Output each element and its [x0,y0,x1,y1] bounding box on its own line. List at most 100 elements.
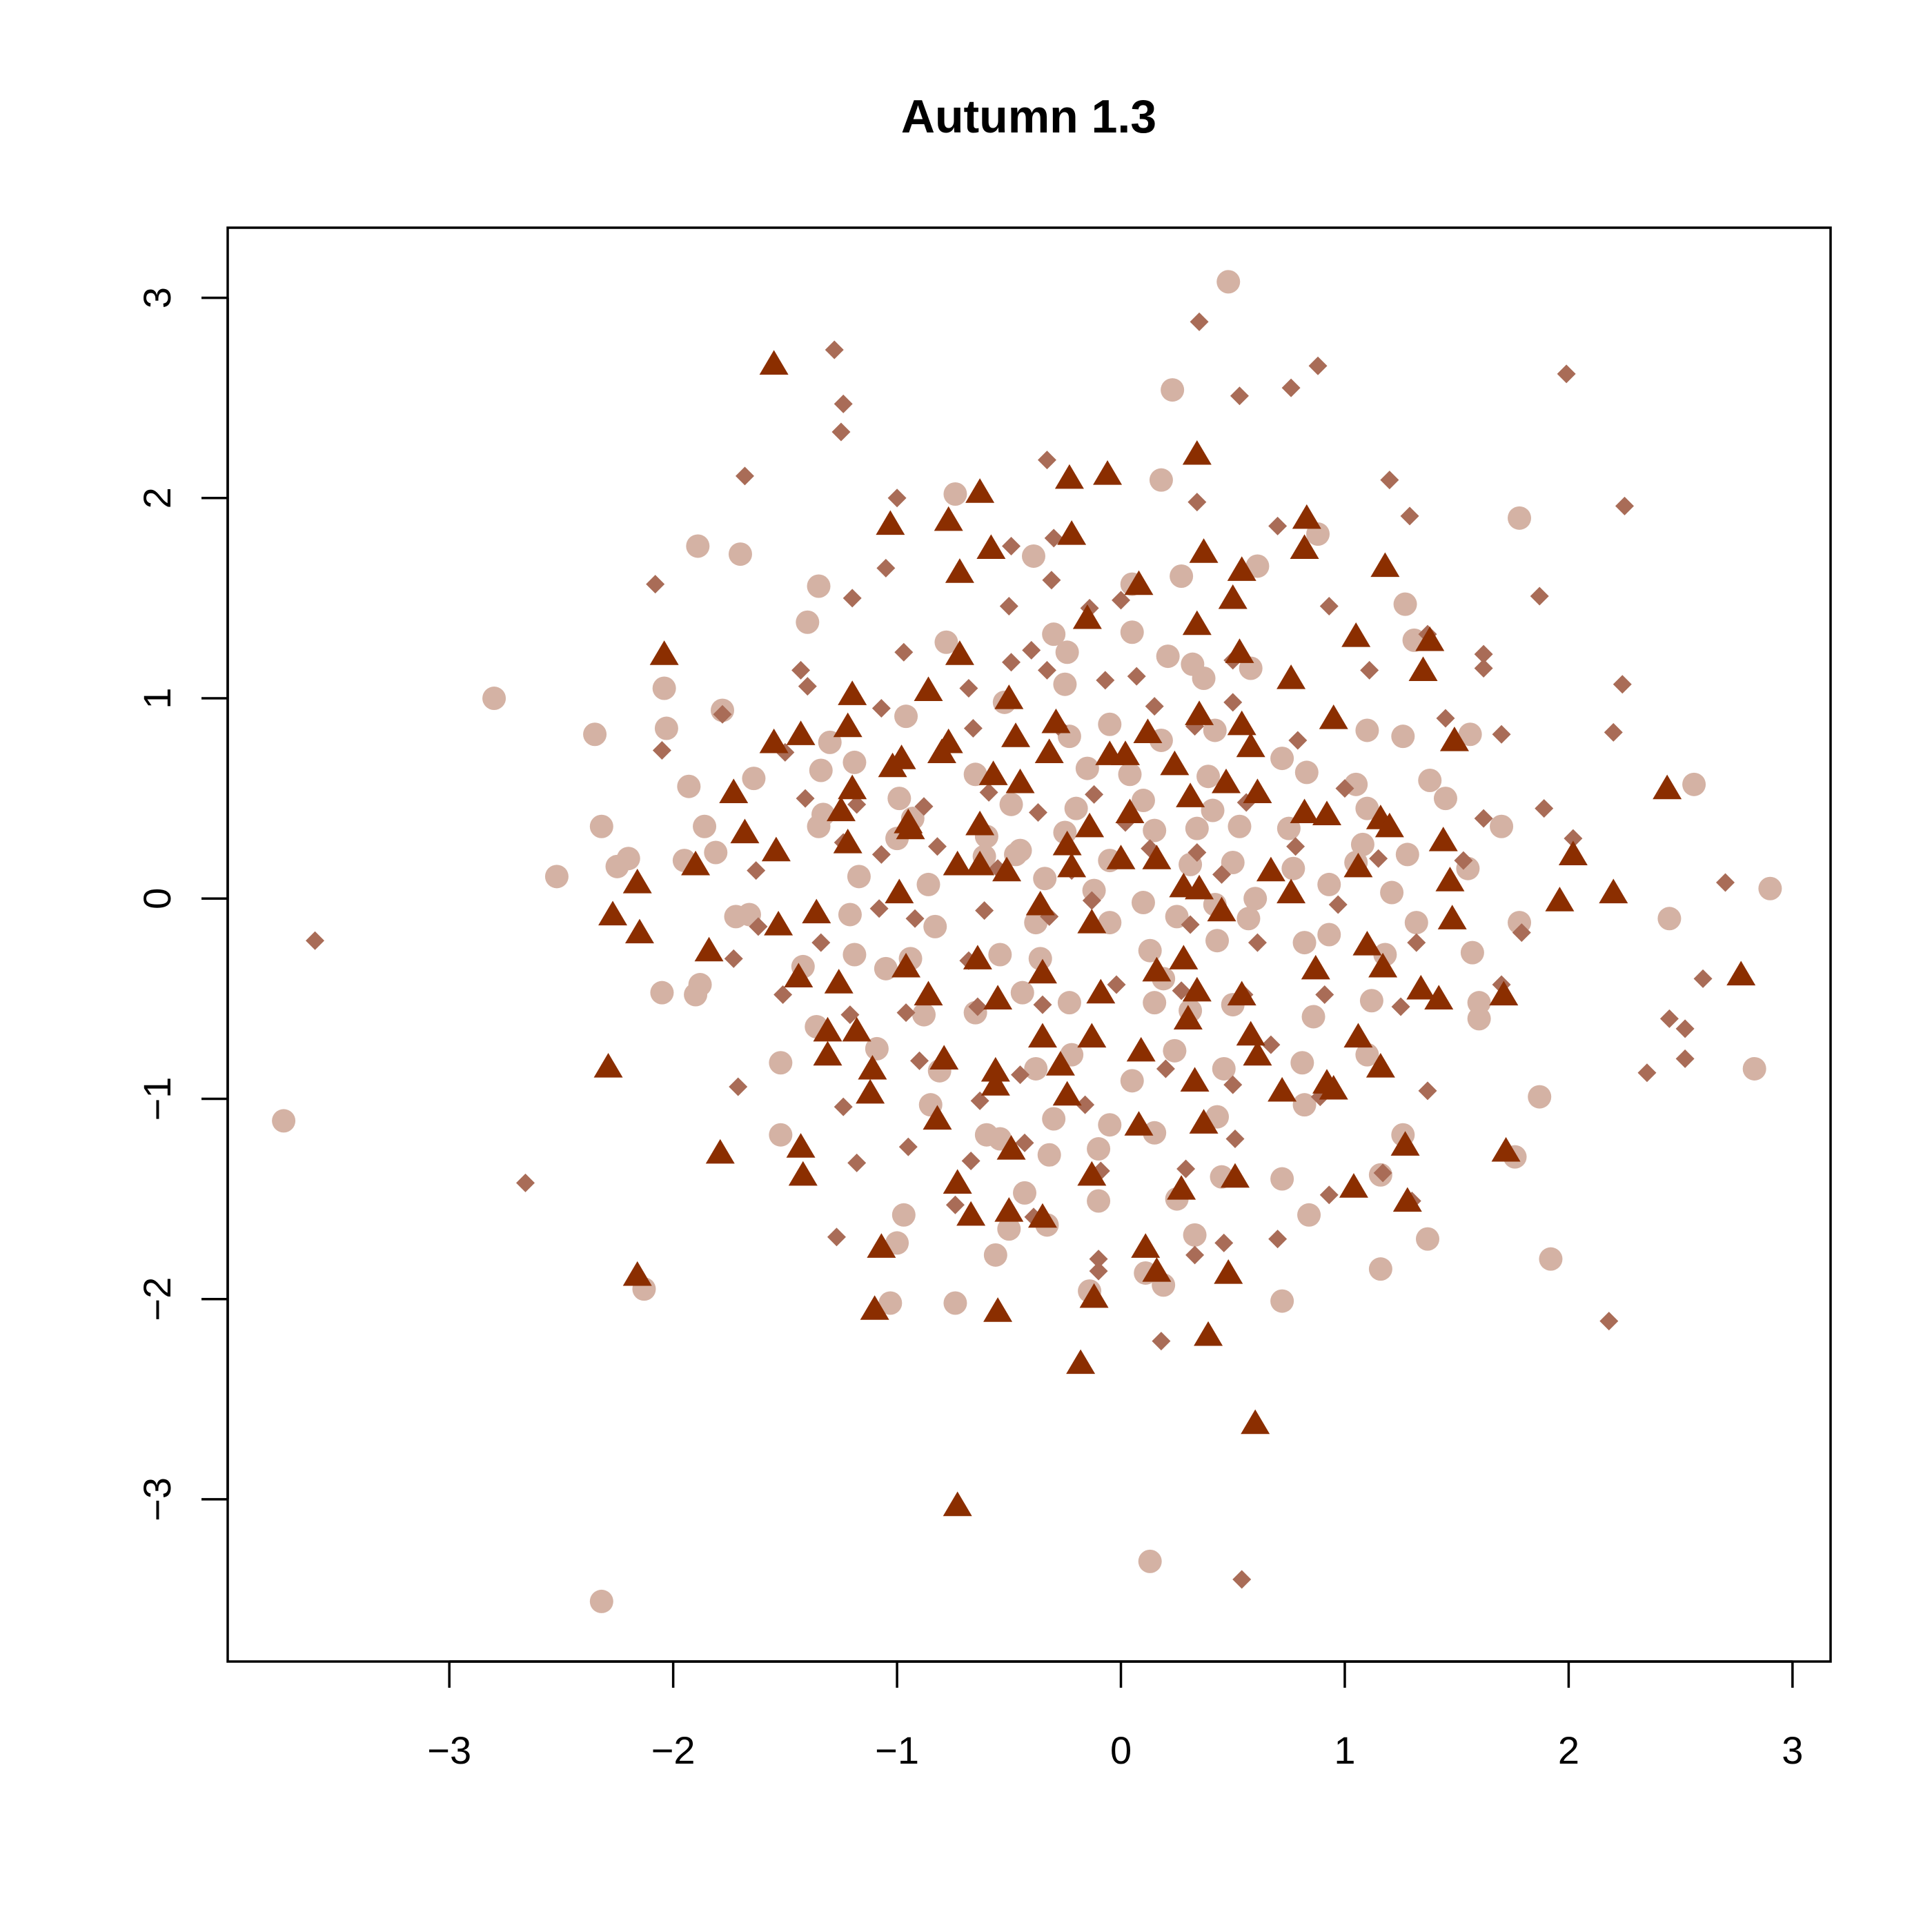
scatter-point-circle [1004,842,1028,867]
scatter-point-triangle [1241,1409,1270,1435]
scatter-point-circle [583,722,607,747]
scatter-point-triangle [1041,708,1071,733]
y-axis: −3 −2 −1 0 1 2 3 [135,287,229,1521]
scatter-point-circle [1196,765,1221,789]
scatter-point-circle [1433,787,1457,811]
scatter-point-diamond [945,1195,965,1214]
scatter-point-triangle [927,738,956,763]
scatter-point-triangle [980,1056,1010,1082]
scatter-point-triangle [1312,800,1342,825]
scatter-point-diamond [1693,969,1713,988]
scatter-point-circle [1013,1181,1037,1205]
plot-frame [226,226,1832,1663]
scatter-point-triangle [1599,878,1628,904]
scatter-point-triangle [784,963,814,988]
scatter-point-diamond [1107,975,1126,994]
scatter-point-triangle [622,1261,652,1286]
scatter-point-triangle [1290,798,1319,824]
scatter-point-diamond [1492,724,1511,744]
scatter-point-diamond [1187,493,1207,512]
scatter-point-diamond [1044,529,1063,548]
scatter-point-triangle [983,985,1013,1009]
scatter-point-circle [878,1291,903,1315]
scatter-point-triangle [1093,460,1123,485]
scatter-point-circle [1118,762,1142,787]
scatter-point-circle [1033,867,1057,891]
x-tick-label: 0 [1110,1728,1132,1772]
scatter-point-diamond [871,699,891,718]
scatter-point-triangle [856,1078,885,1104]
scatter-point-triangle [786,1133,816,1158]
scatter-point-triangle [1173,1005,1203,1029]
scatter-point-circle [1460,940,1484,965]
scatter-point-triangle [965,850,995,876]
scatter-point-triangle [943,1491,972,1517]
scatter-point-diamond [773,985,793,1005]
scatter-point-diamond [999,597,1018,616]
scatter-point-triangle [681,850,711,876]
scatter-point-triangle [788,1161,818,1186]
scatter-point-diamond [1535,799,1554,818]
scatter-point-circle [1201,798,1225,822]
scatter-point-circle [1682,772,1706,796]
scatter-point-triangle [1005,768,1035,793]
scatter-point-circle [1416,1227,1440,1251]
scatter-point-triangle [842,1016,871,1042]
scatter-point-triangle [1027,1023,1057,1048]
scatter-point-diamond [975,901,994,920]
scatter-point-diamond [1089,1261,1108,1281]
scatter-point-diamond [1145,697,1164,716]
scatter-point-circle [988,943,1012,967]
scatter-point-triangle [1182,440,1212,465]
scatter-point-triangle [1341,622,1371,647]
scatter-point-diamond [1248,933,1267,952]
scatter-point-triangle [1439,726,1469,751]
scatter-point-triangle [1086,978,1116,1004]
scatter-point-circle [1292,931,1317,955]
scatter-point-circle [1098,911,1122,935]
scatter-point-circle [1037,1143,1061,1167]
scatter-point-triangle [885,878,914,904]
scatter-point-triangle [1408,656,1438,681]
scatter-point-triangle [1054,464,1084,489]
scatter-point-diamond [1637,1063,1657,1083]
scatter-point-triangle [1292,504,1321,529]
scatter-point-triangle [1115,798,1145,824]
x-tick-label: −2 [651,1728,696,1772]
scatter-point-triangle [1079,1283,1109,1308]
scatter-point-triangle [1392,1187,1422,1212]
scatter-point-triangle [1227,710,1256,736]
scatter-point-circle [1355,796,1379,820]
scatter-point-circle [1742,1056,1766,1081]
scatter-point-circle [1098,1113,1122,1137]
scatter-point-circle [997,1217,1021,1241]
scatter-point-circle [589,814,613,838]
scatter-point-circle [1087,1137,1111,1161]
scatter-point-diamond [1096,671,1115,690]
scatter-point-circle [652,676,676,700]
scatter-point-triangle [1072,604,1102,629]
y-tick-label: −1 [135,1077,179,1121]
scatter-point-triangle [1077,909,1107,934]
scatter-point-triangle [1256,856,1285,882]
scatter-point-circle [1216,270,1241,294]
scatter-point-circle [1165,905,1189,929]
scatter-point-triangle [1370,552,1400,578]
scatter-point-triangle [1180,1067,1210,1092]
scatter-point-triangle [1077,1023,1107,1048]
scatter-point-triangle [764,910,793,936]
scatter-point-triangle [1653,774,1682,800]
scatter-point-triangle [1243,778,1272,804]
scatter-point-triangle [943,850,972,876]
scatter-point-circle [654,716,678,740]
y-tick-label: 2 [135,487,179,509]
scatter-point-diamond [961,1151,980,1170]
scatter-point-triangle [980,1071,1010,1096]
scatter-point-circle [1467,1007,1491,1031]
scatter-point-diamond [1181,915,1200,934]
scatter-point-circle [1192,667,1216,691]
scatter-point-circle [865,1036,889,1061]
scatter-point-circle [1053,672,1077,696]
scatter-point-circle [1290,1051,1314,1075]
scatter-point-diamond [963,719,983,738]
